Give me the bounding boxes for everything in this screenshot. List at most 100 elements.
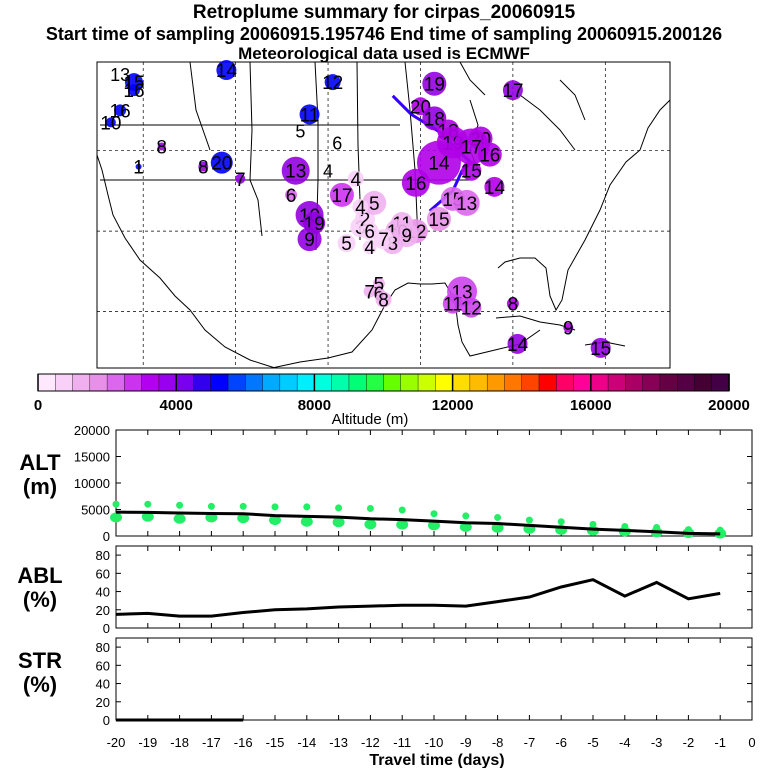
colorbar-swatch [711,373,730,392]
alt-scatter-point [303,503,311,511]
plot-title: Retroplume summary for cirpas_20060915 [192,2,576,23]
plume-circle [426,207,451,232]
plume-label: 9 [563,319,574,340]
plume-label: 17 [502,81,523,102]
y-tick-label: 40 [96,585,110,600]
plume-circle [372,277,385,290]
plume-circle [484,176,505,197]
plume-label: 16 [479,146,500,167]
alt-scatter-point [269,515,281,526]
sampling-times: Start time of sampling 20060915.195746 E… [45,24,723,44]
plume-label: 6 [286,186,297,207]
plume-label: 14 [507,335,529,356]
plume-label: 7 [378,230,389,251]
colorbar-swatch [676,373,696,392]
alt-scatter-point [173,513,186,524]
x-tick-label: -8 [492,735,504,750]
colorbar-swatch [124,373,143,392]
plume-label: 8 [156,138,167,159]
x-tick-label: -16 [234,735,253,750]
colorbar-swatch [400,373,419,392]
plume-label: 1 [133,158,144,179]
panel-alt: 0 5000 10000 15000 20000 ALT(m) [19,423,753,544]
coastline-border [189,61,211,151]
colorbar-swatch [279,373,298,392]
colorbar-tick-label: 8000 [298,397,331,414]
plume-label: 12 [461,299,482,320]
plume-circle [401,168,430,197]
colorbar-tick-label: 16000 [570,397,612,414]
colorbar: 0 4000 8000 12000 16000 20000 Altitude (m) [34,373,750,428]
plume-label: 15 [461,162,482,183]
y-tick-label: 0 [103,529,110,544]
plume-label: 7 [364,283,375,304]
alt-scatter-point [332,517,345,528]
plume-label: 13 [456,194,477,215]
colorbar-swatch [262,373,281,392]
plume-label: 10 [100,113,121,134]
plume-circle [235,173,246,184]
y-tick-label: 80 [96,640,110,655]
plume-label: 14 [428,154,450,175]
coastline-border [96,154,276,369]
coastline-border [271,282,541,369]
panel-label: STR [18,648,62,673]
coastline-border [459,61,486,96]
alt-scatter-point [207,502,215,510]
x-tick-label: -5 [587,735,599,750]
colorbar-swatch [210,373,229,392]
plume-circle [285,188,298,201]
plume-label: 5 [374,274,385,295]
plume-label: 14 [484,178,506,199]
colorbar-swatch [625,373,644,392]
alt-scatter-point [112,500,120,508]
plume-label: 4 [323,162,333,182]
alt-scatter-point [144,500,152,508]
colorbar-swatch [227,373,246,392]
y-tick-label: 20 [96,695,110,710]
plume-label: 4 [364,238,375,259]
plume-circle [105,117,116,128]
plume-circle [422,71,447,96]
plume-circle [416,140,461,185]
x-tick-label: -1 [714,735,726,750]
plume-label: 8 [198,158,209,179]
x-tick-label: -13 [329,735,348,750]
colorbar-label: Altitude (m) [332,411,409,428]
plume-circle [563,322,574,333]
plume-label: 17 [331,186,352,207]
plume-circle [216,60,237,81]
plume-label: 8 [387,234,398,255]
alt-scatter-point [364,519,377,530]
plume-circle [198,161,209,172]
plume-label: 16 [110,101,131,122]
plume-circle [210,151,233,174]
y-tick-label: 40 [96,677,110,692]
colorbar-swatch [607,373,627,392]
colorbar-swatch [314,373,333,392]
colorbar-tick-label: 4000 [160,397,193,414]
alt-scatter-point [271,503,279,511]
plume-label: 13 [285,162,306,183]
alt-scatter-point [462,512,470,520]
y-tick-label: 5000 [81,503,110,518]
colorbar-swatch [383,373,402,392]
panel-frame [115,637,753,721]
panel-label: ALT [19,450,61,475]
plume-label: 14 [216,61,238,82]
plume-circle [442,293,463,314]
alt-scatter-point [716,526,724,534]
alt-scatter-point [141,511,154,522]
x-tick-label: -6 [555,735,567,750]
plume-label: 15 [428,210,449,231]
colorbar-tick-label: 20000 [708,397,750,414]
colorbar-swatch [469,373,488,392]
alt-scatter-point [684,526,692,534]
x-tick-label: -19 [138,735,157,750]
plume-label: 16 [405,174,426,195]
alt-scatter-point [335,504,343,512]
plume-circle [324,74,341,91]
panel-unit-label: (%) [23,672,57,697]
plume-circle [347,170,364,187]
